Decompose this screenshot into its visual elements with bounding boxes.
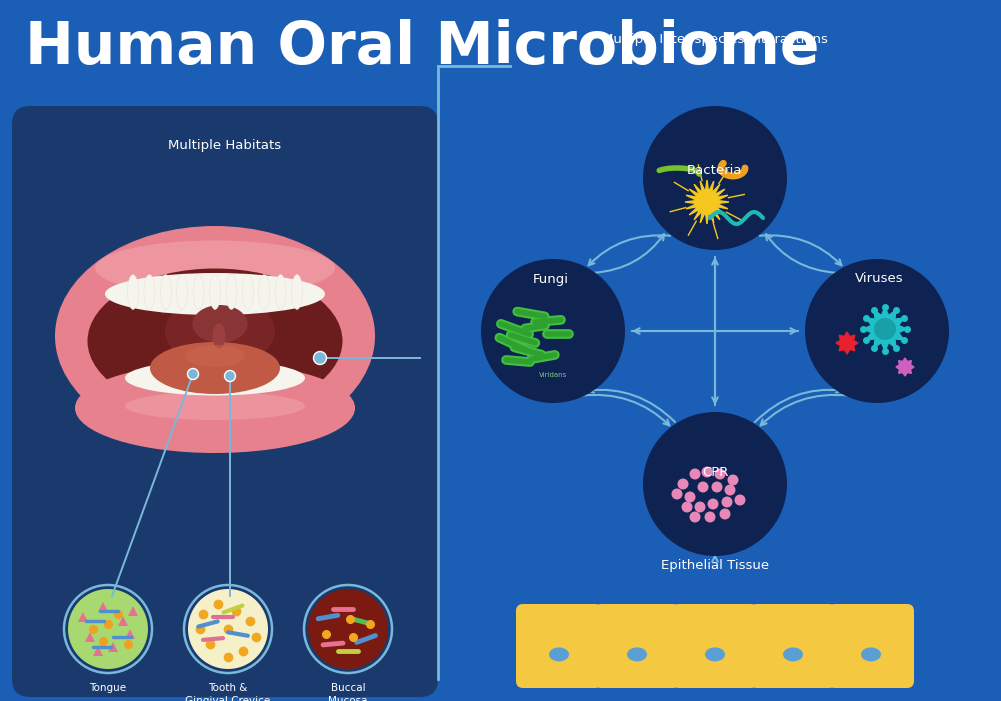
Ellipse shape [212, 323, 225, 348]
Ellipse shape [87, 268, 342, 414]
Ellipse shape [177, 275, 188, 310]
Text: Viridans: Viridans [539, 372, 568, 378]
Text: Buccal
Mucosa: Buccal Mucosa [328, 683, 367, 701]
Ellipse shape [209, 275, 220, 310]
Circle shape [308, 589, 388, 669]
Circle shape [708, 498, 719, 510]
Text: Bacteria: Bacteria [688, 163, 743, 177]
Ellipse shape [783, 648, 803, 662]
Circle shape [695, 501, 706, 512]
Text: Multiple Habitats: Multiple Habitats [168, 139, 281, 153]
Ellipse shape [627, 648, 647, 662]
Circle shape [643, 106, 787, 250]
Circle shape [690, 468, 701, 479]
Circle shape [715, 468, 726, 479]
Ellipse shape [266, 306, 321, 350]
Polygon shape [863, 307, 907, 351]
Circle shape [643, 412, 787, 556]
Circle shape [224, 371, 235, 381]
FancyBboxPatch shape [828, 604, 914, 688]
Ellipse shape [108, 306, 163, 350]
Ellipse shape [105, 273, 325, 315]
Ellipse shape [127, 275, 138, 310]
Circle shape [720, 508, 731, 519]
FancyBboxPatch shape [750, 604, 836, 688]
Ellipse shape [150, 342, 280, 394]
Ellipse shape [226, 275, 237, 310]
Circle shape [678, 479, 689, 489]
Ellipse shape [705, 648, 725, 662]
Circle shape [690, 512, 701, 522]
Circle shape [722, 496, 733, 508]
Ellipse shape [55, 226, 375, 446]
Text: Epithelial Tissue: Epithelial Tissue [661, 559, 769, 572]
Ellipse shape [549, 648, 569, 662]
Ellipse shape [242, 275, 253, 310]
Ellipse shape [861, 648, 881, 662]
Text: Fungi: Fungi [533, 273, 569, 285]
Circle shape [313, 351, 326, 365]
Circle shape [184, 585, 272, 673]
Circle shape [735, 494, 746, 505]
Ellipse shape [185, 345, 245, 367]
Ellipse shape [144, 275, 155, 310]
Ellipse shape [160, 275, 171, 310]
Circle shape [874, 318, 896, 340]
Circle shape [64, 585, 152, 673]
FancyBboxPatch shape [672, 604, 758, 688]
Text: Human Oral Microbiome: Human Oral Microbiome [25, 19, 820, 76]
Ellipse shape [193, 275, 204, 310]
Circle shape [805, 259, 949, 403]
Circle shape [705, 512, 716, 522]
Circle shape [702, 466, 713, 477]
Polygon shape [685, 180, 729, 224]
Circle shape [685, 491, 696, 503]
FancyBboxPatch shape [594, 604, 680, 688]
FancyBboxPatch shape [12, 106, 438, 697]
Circle shape [672, 489, 683, 500]
Ellipse shape [125, 392, 305, 420]
Circle shape [304, 585, 392, 673]
Circle shape [712, 482, 723, 493]
Ellipse shape [291, 275, 302, 310]
Polygon shape [836, 332, 858, 354]
Ellipse shape [275, 275, 286, 310]
Text: Tongue: Tongue [89, 683, 126, 693]
Text: CPR: CPR [702, 465, 728, 479]
Circle shape [728, 475, 739, 486]
Circle shape [725, 484, 736, 496]
Circle shape [187, 369, 198, 379]
Polygon shape [896, 358, 914, 376]
Ellipse shape [165, 296, 275, 366]
Text: Multiple Inter-species Interactions: Multiple Inter-species Interactions [602, 32, 828, 46]
Circle shape [68, 589, 148, 669]
Ellipse shape [192, 305, 247, 343]
Text: Viruses: Viruses [855, 273, 903, 285]
Ellipse shape [75, 363, 355, 453]
Circle shape [481, 259, 625, 403]
Text: Tooth &
Gingival Crevice: Tooth & Gingival Crevice [185, 683, 270, 701]
Ellipse shape [125, 360, 305, 395]
Circle shape [698, 482, 709, 493]
Ellipse shape [258, 275, 269, 310]
Ellipse shape [95, 240, 335, 296]
FancyBboxPatch shape [516, 604, 602, 688]
Circle shape [188, 589, 268, 669]
Circle shape [682, 501, 693, 512]
